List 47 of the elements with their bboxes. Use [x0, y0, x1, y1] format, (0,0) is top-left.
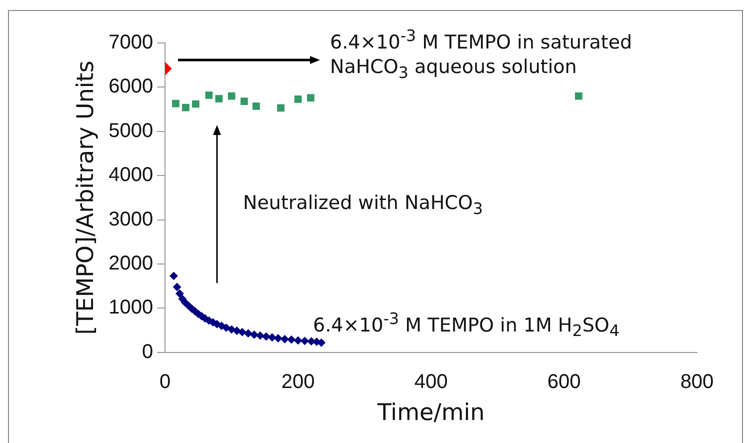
y-tick-label: 2000	[108, 252, 154, 275]
y-axis-title: [TEMPO]/Arbitrary Units	[72, 60, 99, 335]
point	[228, 325, 236, 334]
point	[287, 336, 296, 344]
point	[205, 91, 213, 99]
point	[173, 282, 182, 291]
annotation: 6.4×10$^{-3}$ M TEMPO in 1M H$_{2}$SO$_{4}$	[313, 308, 620, 342]
point	[574, 92, 582, 100]
y-tick-label: 0	[142, 340, 154, 363]
point	[238, 328, 246, 336]
point	[274, 334, 282, 342]
y-tick-label: 7000	[108, 32, 154, 54]
point	[170, 272, 178, 280]
point	[280, 335, 289, 344]
x-tick-label: 0	[160, 370, 171, 393]
point	[240, 98, 248, 106]
x-tick-label: 800	[680, 370, 714, 393]
x-tick-label: 400	[414, 370, 448, 393]
text: 6.4×10$^{-3}$ M TEMPO in saturated NaHCO$_{3}$ aqueous solution	[330, 26, 632, 82]
point	[262, 332, 270, 340]
point	[252, 102, 260, 110]
y-tick-label: 5000	[108, 120, 154, 142]
point	[215, 95, 223, 102]
point	[172, 100, 180, 108]
point	[294, 95, 302, 103]
y-tick-label: 4000	[108, 164, 154, 186]
point	[307, 94, 314, 102]
point	[268, 333, 276, 342]
x-tick-label: 200	[281, 370, 315, 393]
y-tick-label: 1000	[108, 296, 154, 319]
point	[256, 332, 264, 340]
point	[277, 104, 284, 112]
point	[222, 324, 230, 332]
point	[192, 100, 200, 108]
y-tick-label: 3000	[108, 208, 154, 230]
point	[182, 104, 190, 112]
point	[244, 329, 252, 338]
point	[250, 330, 258, 339]
point	[176, 290, 184, 298]
y-tick-label: 6000	[108, 76, 154, 98]
annotation: Neutralized with NaHCO$_{3}$	[243, 191, 483, 220]
point	[300, 336, 309, 345]
point	[232, 326, 241, 335]
point	[294, 336, 302, 344]
point	[228, 92, 236, 100]
x-tick-label: 600	[547, 370, 581, 393]
x-axis-title: Time/min	[376, 400, 485, 426]
